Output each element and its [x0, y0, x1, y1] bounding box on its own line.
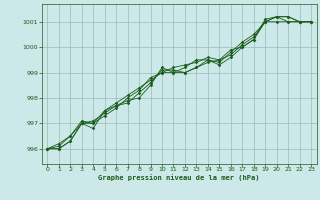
- X-axis label: Graphe pression niveau de la mer (hPa): Graphe pression niveau de la mer (hPa): [99, 174, 260, 181]
